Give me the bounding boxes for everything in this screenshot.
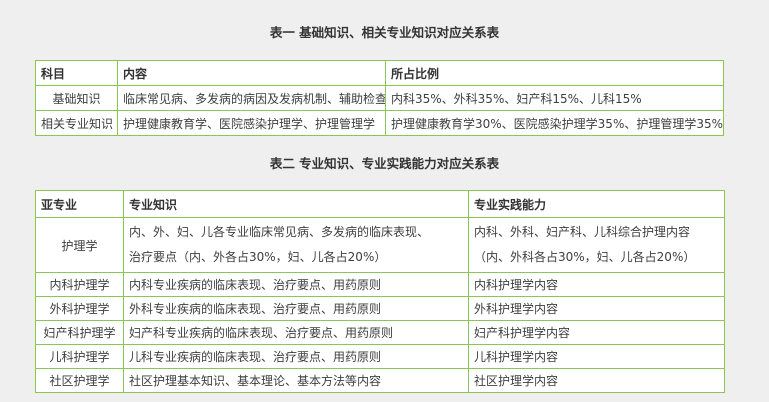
specialty-cell: 外科护理学 [35,296,124,321]
table-row: 内科护理学 内科专业疾病的临床表现、治疗要点、用药原则 内科护理学内容 [35,272,725,297]
knowledge-cell: 社区护理基本知识、基本理论、基本方法等内容 [123,368,469,393]
table1-header-subject: 科目 [35,60,118,86]
table1-header-content: 内容 [117,60,386,86]
table1-title: 表一 基础知识、相关专业知识对应关系表 [269,25,500,40]
table-row: 相关专业知识 护理健康教育学、医院感染护理学、护理管理学 护理健康教育学30%、… [35,110,724,136]
knowledge-cell: 内科专业疾病的临床表现、治疗要点、用药原则 [123,272,469,297]
table-row: 社区护理学 社区护理基本知识、基本理论、基本方法等内容 社区护理学内容 [35,368,725,393]
knowledge-cell: 妇产科专业疾病的临床表现、治疗要点、用药原则 [123,320,469,345]
knowledge-line: 治疗要点（内、外各占30%，妇、儿各占20%） [129,250,387,264]
specialty-cell: 社区护理学 [35,368,124,393]
table1: 科目 内容 所占比例 基础知识 临床常见病、多发病的病因及发病机制、辅助检查 内… [35,60,724,136]
practice-line: 内科、外科、妇产科、儿科综合护理内容 [474,225,691,239]
document-page: 表一 基础知识、相关专业知识对应关系表 科目 内容 所占比例 基础知识 临床常见… [35,25,725,393]
proportion-cell: 内科35%、外科35%、妇产科15%、儿科15% [385,85,724,111]
table2-header-knowledge: 专业知识 [123,190,469,218]
subject-cell: 相关专业知识 [35,110,118,136]
knowledge-line: 内、外、妇、儿各专业临床常见病、多发病的临床表现、 [129,225,430,239]
specialty-cell: 儿科护理学 [35,344,124,369]
practice-cell: 社区护理学内容 [468,368,725,393]
table2-header-practice: 专业实践能力 [468,190,725,218]
table2-header-subspecialty: 亚专业 [35,190,124,218]
content-cell: 临床常见病、多发病的病因及发病机制、辅助检查 [117,85,386,111]
table2-title: 表二 专业知识、专业实践能力对应关系表 [269,156,500,171]
table-row: 儿科护理学 儿科专业疾病的临床表现、治疗要点、用药原则 儿科护理学内容 [35,344,725,369]
table-row: 外科护理学 外科专业疾病的临床表现、治疗要点、用药原则 外科护理学内容 [35,296,725,321]
table2-header-row: 亚专业 专业知识 专业实践能力 [35,190,725,218]
specialty-cell: 内科护理学 [35,272,124,297]
practice-cell: 妇产科护理学内容 [468,320,725,345]
knowledge-cell: 内、外、妇、儿各专业临床常见病、多发病的临床表现、 治疗要点（内、外各占30%，… [123,217,469,273]
practice-line: （内、外科各占30%，妇、儿各占20%） [474,250,696,264]
practice-cell: 外科护理学内容 [468,296,725,321]
content-cell: 护理健康教育学、医院感染护理学、护理管理学 [117,110,386,136]
practice-cell: 内科、外科、妇产科、儿科综合护理内容 （内、外科各占30%，妇、儿各占20%） [468,217,725,273]
table2: 亚专业 专业知识 专业实践能力 护理学 内、外、妇、儿各专业临床常见病、多发病的… [35,190,725,393]
knowledge-cell: 儿科专业疾病的临床表现、治疗要点、用药原则 [123,344,469,369]
table-row: 护理学 内、外、妇、儿各专业临床常见病、多发病的临床表现、 治疗要点（内、外各占… [35,217,725,273]
table1-header-row: 科目 内容 所占比例 [35,60,724,86]
practice-cell: 儿科护理学内容 [468,344,725,369]
specialty-cell: 护理学 [35,217,124,273]
practice-cell: 内科护理学内容 [468,272,725,297]
table1-header-proportion: 所占比例 [385,60,724,86]
table-row: 基础知识 临床常见病、多发病的病因及发病机制、辅助检查 内科35%、外科35%、… [35,85,724,111]
table-row: 妇产科护理学 妇产科专业疾病的临床表现、治疗要点、用药原则 妇产科护理学内容 [35,320,725,345]
subject-cell: 基础知识 [35,85,118,111]
proportion-cell: 护理健康教育学30%、医院感染护理学35%、护理管理学35% [385,110,724,136]
specialty-cell: 妇产科护理学 [35,320,124,345]
knowledge-cell: 外科专业疾病的临床表现、治疗要点、用药原则 [123,296,469,321]
